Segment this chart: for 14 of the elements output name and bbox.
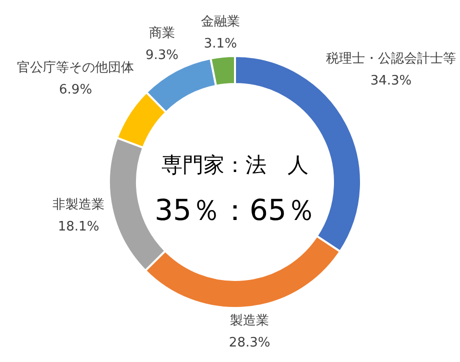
slice-label: 製造業 <box>230 313 270 328</box>
slice-label: 非製造業 <box>52 197 105 212</box>
data-label: 3.1% <box>204 36 237 52</box>
slice-label: 税理士・公認会計士等 <box>326 51 456 66</box>
data-label: 6.9% <box>59 82 92 98</box>
data-label: 28.3% <box>228 335 270 350</box>
text: 専門家：法 人 <box>162 153 308 177</box>
text: 35％：65％ <box>154 193 316 227</box>
slice-label: 官公庁等その他団体 <box>17 60 134 76</box>
data-label: 18.1% <box>58 219 100 234</box>
slice-label: 商業 <box>149 26 176 42</box>
data-label: 34.3% <box>370 73 412 88</box>
slice-label: 金融業 <box>200 14 240 30</box>
data-label: 9.3% <box>145 48 179 64</box>
